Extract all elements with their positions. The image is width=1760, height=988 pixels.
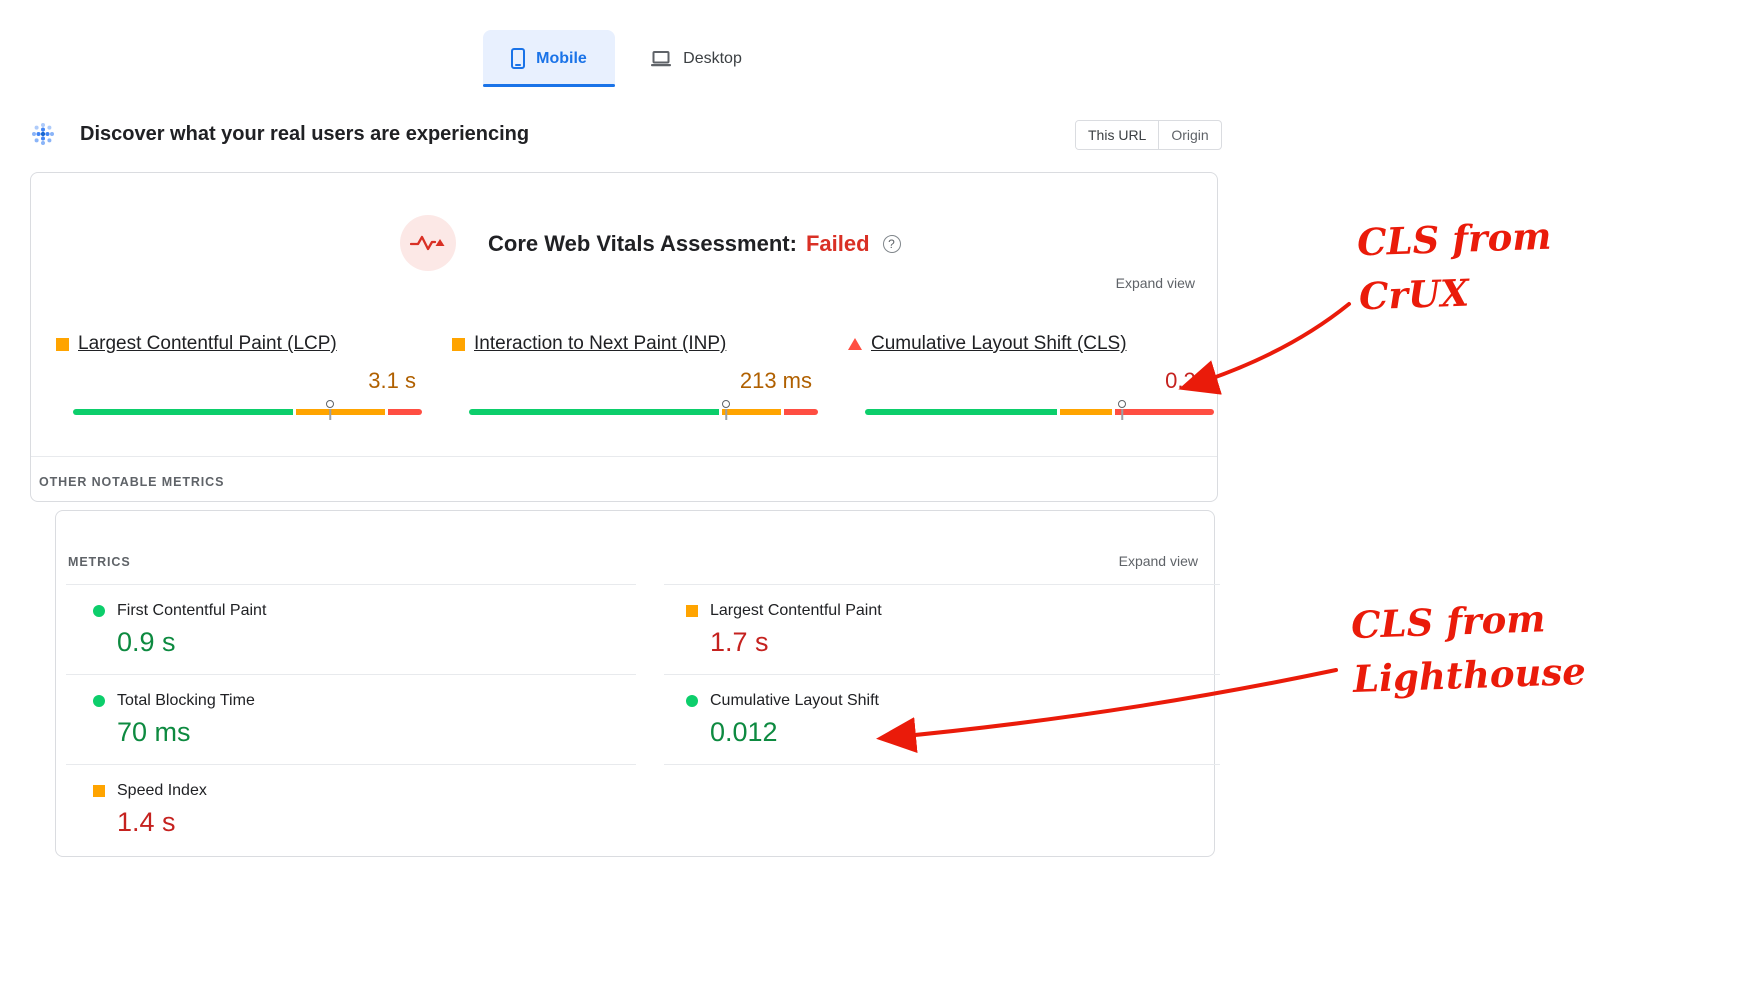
lighthouse-metrics-card: METRICS Expand view First Contentful Pai… (55, 510, 1220, 857)
metric-name: Total Blocking Time (117, 692, 255, 709)
lighthouse-right-column: Largest Contentful Paint 1.7 s Cumulativ… (664, 584, 1220, 854)
scope-toggle: This URL Origin (1075, 120, 1222, 150)
metric-row-cls: Cumulative Layout Shift 0.012 (664, 674, 1220, 764)
lighthouse-expand-view-button[interactable]: Expand view (1118, 553, 1198, 569)
cwv-metric-cls: Cumulative Layout Shift (CLS) 0.28 (848, 333, 1214, 415)
bar-good-segment (865, 409, 1058, 415)
metric-name: Largest Contentful Paint (710, 602, 882, 619)
metric-row-lcp: Largest Contentful Paint 1.7 s (664, 584, 1220, 674)
percentile-marker (326, 400, 334, 422)
bar-poor-segment (1114, 409, 1214, 415)
needs-improvement-square-icon (93, 785, 105, 797)
metric-link-inp[interactable]: Interaction to Next Paint (INP) (474, 333, 727, 354)
metric-name: First Contentful Paint (117, 602, 267, 619)
annotation-line: CLS from (1350, 596, 1547, 648)
active-tab-underline (483, 84, 615, 87)
percentile-marker (722, 400, 730, 422)
metrics-section-label: METRICS (68, 555, 131, 569)
heartbeat-icon (400, 215, 456, 271)
bar-good-segment (73, 409, 293, 415)
distribution-bar-cls (865, 409, 1214, 415)
divider (31, 456, 1217, 457)
bar-needs-improvement-segment (722, 409, 781, 415)
metric-link-cls[interactable]: Cumulative Layout Shift (CLS) (871, 333, 1127, 354)
tab-mobile-label: Mobile (536, 49, 587, 67)
good-dot-icon (93, 605, 105, 617)
metric-value: 1.4 s (117, 807, 176, 837)
bar-needs-improvement-segment (295, 409, 385, 415)
percentile-marker (1118, 400, 1126, 422)
tab-mobile[interactable]: Mobile (483, 30, 615, 87)
metric-value-cls: 0.28 (1165, 368, 1208, 393)
metric-name: Cumulative Layout Shift (710, 692, 879, 709)
metric-row-tbt: Total Blocking Time 70 ms (66, 674, 636, 764)
bar-needs-improvement-segment (1060, 409, 1112, 415)
field-data-title: Discover what your real users are experi… (80, 123, 530, 145)
good-dot-icon (93, 695, 105, 707)
metric-value: 0.012 (710, 717, 778, 747)
bar-poor-segment (783, 409, 818, 415)
cwv-metric-inp: Interaction to Next Paint (INP) 213 ms (452, 333, 818, 415)
other-notable-metrics-label: OTHER NOTABLE METRICS (39, 475, 225, 489)
metric-name: Speed Index (117, 782, 207, 799)
crux-expand-view-button[interactable]: Expand view (1115, 275, 1195, 291)
metric-value: 70 ms (117, 717, 191, 747)
help-icon[interactable]: ? (882, 235, 901, 253)
distribution-bar-lcp (73, 409, 422, 415)
tab-desktop[interactable]: Desktop (632, 30, 760, 87)
bar-good-segment (469, 409, 720, 415)
poor-triangle-icon (848, 338, 862, 350)
metric-link-lcp[interactable]: Largest Contentful Paint (LCP) (78, 333, 337, 354)
metric-row-speed-index: Speed Index 1.4 s (66, 764, 636, 854)
good-dot-icon (686, 695, 698, 707)
metric-value: 1.7 s (710, 627, 769, 657)
annotation-line: CrUX (1358, 270, 1470, 319)
lighthouse-left-column: First Contentful Paint 0.9 s Total Block… (66, 584, 636, 854)
metric-value-lcp: 3.1 s (368, 368, 416, 393)
metric-value-inp: 213 ms (739, 368, 812, 393)
needs-improvement-square-icon (686, 605, 698, 617)
annotation-cls-from-lighthouse: CLS from Lighthouse (1350, 590, 1586, 706)
annotation-line: Lighthouse (1352, 648, 1587, 702)
desktop-laptop-icon (651, 50, 672, 66)
empty-row (664, 764, 1220, 854)
needs-improvement-square-icon (56, 337, 69, 351)
cwv-metric-lcp: Largest Contentful Paint (LCP) 3.1 s (56, 333, 422, 415)
scope-origin-button[interactable]: Origin (1171, 127, 1209, 143)
bar-poor-segment (387, 409, 422, 415)
tab-desktop-label: Desktop (683, 49, 742, 67)
scope-this-url-button[interactable]: This URL (1076, 121, 1160, 149)
metric-row-fcp: First Contentful Paint 0.9 s (66, 584, 636, 674)
crux-users-icon (32, 123, 54, 145)
needs-improvement-square-icon (452, 337, 465, 351)
metric-value: 0.9 s (117, 627, 176, 657)
annotation-line: CLS from (1356, 213, 1553, 265)
assessment-row: Core Web Vitals Assessment: Failed ? (488, 229, 901, 259)
assessment-result: Failed (805, 231, 870, 256)
mobile-phone-icon (511, 48, 526, 69)
distribution-bar-inp (469, 409, 818, 415)
annotation-cls-from-crux: CLS from CrUX (1356, 209, 1554, 324)
crux-assessment-card: Core Web Vitals Assessment: Failed ? Exp… (30, 172, 1218, 502)
assessment-label: Core Web Vitals Assessment: (488, 231, 797, 256)
